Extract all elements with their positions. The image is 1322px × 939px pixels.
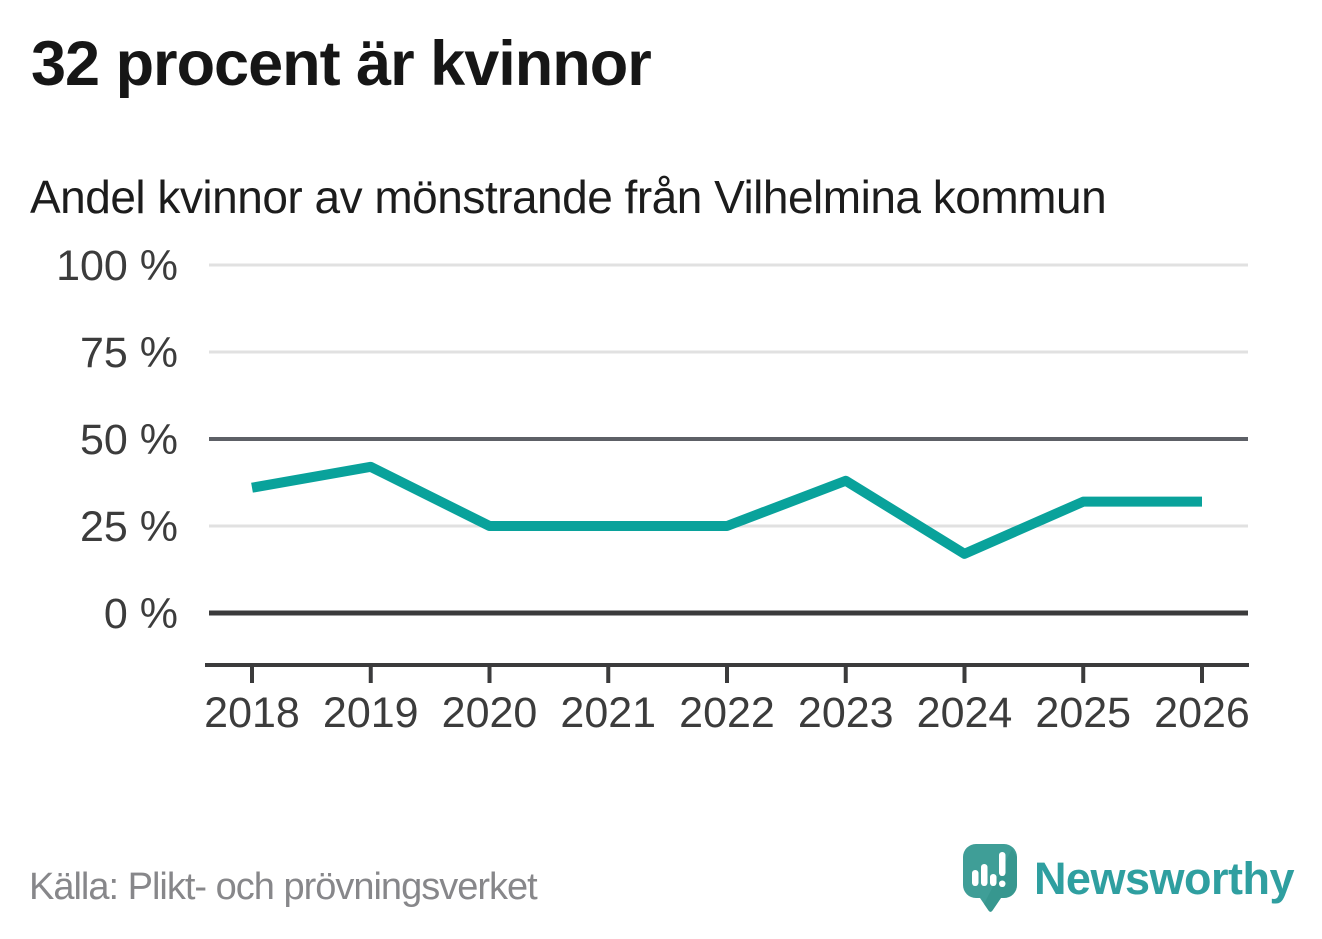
y-axis-tick-label: 100 % <box>56 242 178 290</box>
x-axis-tick-label: 2023 <box>798 689 894 737</box>
x-axis-tick-label: 2022 <box>679 689 775 737</box>
x-axis-tick-label: 2019 <box>323 689 419 737</box>
y-axis-tick-label: 50 % <box>80 416 178 464</box>
bar-chart-glyph <box>971 852 1006 887</box>
chart-subtitle: Andel kvinnor av mönstrande från Vilhelm… <box>30 171 1107 223</box>
bubble-shade <box>983 849 1017 912</box>
y-axis-tick-label: 75 % <box>80 329 178 377</box>
newsworthy-bubble-icon <box>962 844 1017 912</box>
newsworthy-logo-text: Newsworthy <box>1033 853 1295 904</box>
x-axis-tick-label: 2025 <box>1035 689 1131 737</box>
y-axis-tick-label: 0 % <box>104 590 178 638</box>
x-axis-tick-label: 2024 <box>917 689 1013 737</box>
data-line-series <box>251 461 1202 559</box>
x-axis-tick-label: 2018 <box>204 689 300 737</box>
newsworthy-logo: Newsworthy <box>962 843 1295 915</box>
page-title: 32 procent är kvinnor <box>31 29 652 99</box>
x-axis-tick-label: 2020 <box>442 689 538 737</box>
x-axis-tick-label: 2021 <box>560 689 656 737</box>
source-note: Källa: Plikt- och prövningsverket <box>29 866 538 908</box>
y-axis-tick-label: 25 % <box>80 503 178 551</box>
x-axis-tick-label: 2026 <box>1154 689 1250 737</box>
